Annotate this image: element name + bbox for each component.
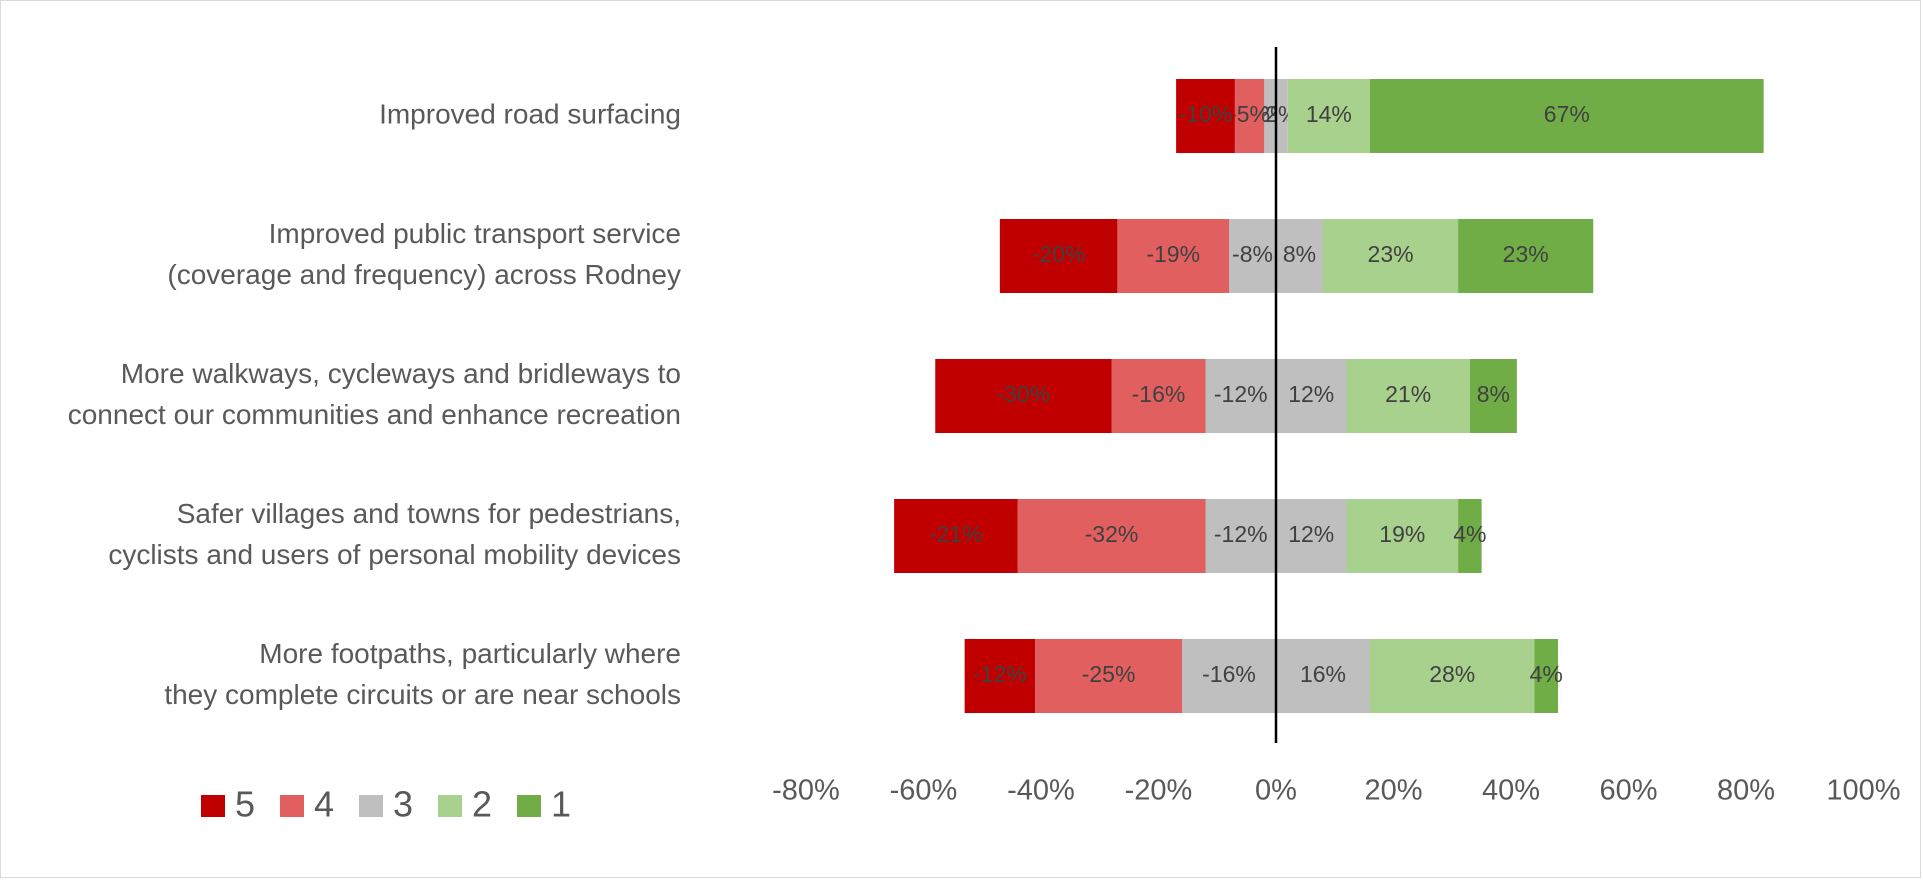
legend-swatch — [359, 795, 383, 817]
x-tick-label: 60% — [1599, 775, 1657, 807]
data-label: -12% — [1214, 521, 1268, 547]
bar-series-3-mirror — [1276, 359, 1347, 433]
bar-series-2 — [1287, 79, 1370, 153]
x-tick-label: -40% — [1007, 775, 1075, 807]
data-label: -16% — [1202, 661, 1256, 687]
category-label: Improved road surfacing — [379, 98, 681, 129]
bar-series-4 — [1234, 79, 1265, 153]
bar-series-5 — [964, 639, 1036, 713]
bar-series-3-mirror — [1276, 499, 1347, 573]
bar-series-5 — [894, 499, 1018, 573]
legend-label: 3 — [393, 784, 413, 825]
bar-series-3 — [1264, 79, 1276, 153]
bar-series-3 — [1229, 219, 1276, 293]
bar-series-3 — [1205, 499, 1276, 573]
x-tick-label: -20% — [1125, 775, 1193, 807]
bar-series-2 — [1323, 219, 1459, 293]
bar-series-4 — [1111, 359, 1206, 433]
data-label: 28% — [1429, 661, 1475, 687]
bar-series-1 — [1370, 79, 1764, 153]
data-label: 12% — [1288, 381, 1334, 407]
data-label: -10% — [1179, 101, 1233, 127]
legend-label: 5 — [235, 784, 255, 825]
bar-series-1 — [1458, 219, 1594, 293]
x-tick-label: 80% — [1717, 775, 1775, 807]
legend-label: 2 — [472, 784, 492, 825]
data-label: 4% — [1453, 521, 1486, 547]
legend-swatch — [438, 795, 462, 817]
bar-series-3 — [1205, 359, 1276, 433]
data-label: 23% — [1368, 241, 1414, 267]
legend-swatch — [517, 795, 541, 817]
data-label: -32% — [1085, 521, 1139, 547]
data-label: -12% — [1214, 381, 1268, 407]
legend-label: 1 — [551, 784, 571, 825]
data-label: 23% — [1503, 241, 1549, 267]
data-label: -16% — [1132, 381, 1186, 407]
bar-series-4 — [1117, 219, 1229, 293]
bar-series-3-mirror — [1276, 219, 1323, 293]
data-label: -19% — [1146, 241, 1200, 267]
x-tick-label: 100% — [1826, 775, 1900, 807]
data-label: -20% — [1032, 241, 1086, 267]
data-label: -5% — [1229, 101, 1270, 127]
bar-series-1 — [1469, 359, 1517, 433]
bar-series-4 — [1017, 499, 1206, 573]
data-label: 19% — [1379, 521, 1425, 547]
bar-series-3-mirror — [1276, 79, 1288, 153]
data-label: -30% — [997, 381, 1051, 407]
bar-series-3 — [1182, 639, 1276, 713]
bar-series-5 — [999, 219, 1118, 293]
legend-swatch — [201, 795, 225, 817]
bar-series-2 — [1370, 639, 1535, 713]
legend-swatch — [280, 795, 304, 817]
bar-series-4 — [1035, 639, 1182, 713]
data-label: 67% — [1544, 101, 1590, 127]
data-label: -8% — [1232, 241, 1273, 267]
category-label: they complete circuits or are near schoo… — [164, 679, 681, 710]
data-label: 16% — [1300, 661, 1346, 687]
data-label: 21% — [1385, 381, 1431, 407]
data-label: -21% — [929, 521, 983, 547]
category-label: Improved public transport service — [269, 218, 681, 249]
x-tick-label: 20% — [1364, 775, 1422, 807]
category-label: (coverage and frequency) across Rodney — [167, 259, 681, 290]
bar-series-2 — [1346, 359, 1470, 433]
data-label: -12% — [973, 661, 1027, 687]
x-tick-label: 0% — [1255, 775, 1297, 807]
category-label: More walkways, cycleways and bridleways … — [121, 358, 681, 389]
x-tick-label: -60% — [890, 775, 958, 807]
legend-label: 4 — [314, 784, 334, 825]
bar-series-1 — [1534, 639, 1558, 713]
data-label: 4% — [1530, 661, 1563, 687]
category-label: connect our communities and enhance recr… — [68, 399, 681, 430]
bar-series-2 — [1346, 499, 1459, 573]
data-label: 14% — [1306, 101, 1352, 127]
bar-series-5 — [935, 359, 1112, 433]
category-label: cyclists and users of personal mobility … — [108, 539, 681, 570]
bar-series-3-mirror — [1276, 639, 1370, 713]
bar-series-5 — [1176, 79, 1235, 153]
data-label: 8% — [1283, 241, 1316, 267]
bar-series-1 — [1458, 499, 1482, 573]
x-tick-label: -80% — [772, 775, 840, 807]
category-label: Safer villages and towns for pedestrians… — [177, 498, 681, 529]
category-label: More footpaths, particularly where — [259, 638, 681, 669]
data-label: -25% — [1082, 661, 1136, 687]
data-label: 8% — [1477, 381, 1510, 407]
data-label: 12% — [1288, 521, 1334, 547]
x-tick-label: 40% — [1482, 775, 1540, 807]
